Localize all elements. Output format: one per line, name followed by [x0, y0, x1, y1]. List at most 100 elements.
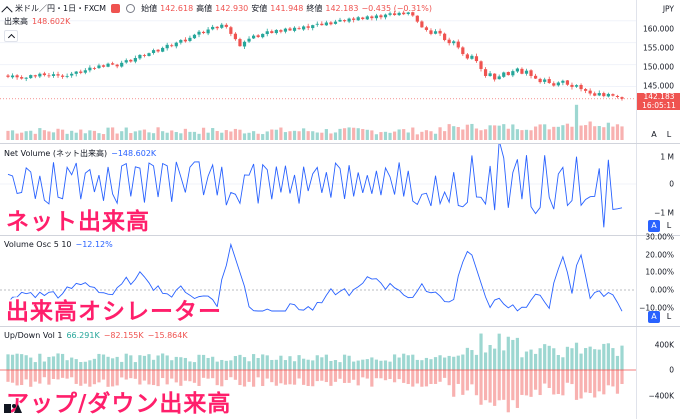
- volume-bar: [24, 131, 28, 140]
- collapse-button[interactable]: [4, 30, 18, 42]
- up-volume-bar: [365, 359, 369, 370]
- symbol-title[interactable]: 米ドル／円・1日・FXCM: [15, 4, 107, 13]
- net-volume-chart: [0, 144, 636, 228]
- price-tick: 145.000: [642, 81, 674, 91]
- down-volume-bar: [465, 370, 469, 391]
- up-volume-bar: [170, 360, 174, 370]
- candle: [74, 71, 78, 74]
- eye-icon[interactable]: [126, 4, 136, 13]
- pane-separator[interactable]: [0, 326, 680, 327]
- down-volume-bar: [524, 370, 529, 396]
- candle: [574, 85, 579, 87]
- volume-bar: [151, 133, 156, 140]
- up-volume-bar: [101, 354, 106, 370]
- volume-bar: [201, 127, 206, 140]
- candle: [192, 34, 197, 39]
- up-volume-bar: [570, 348, 574, 370]
- candle: [51, 74, 56, 76]
- volume-bar: [70, 130, 74, 140]
- candle: [565, 80, 570, 85]
- down-volume-bar: [47, 370, 51, 385]
- market-status-icon: [111, 4, 121, 13]
- log-scale-button[interactable]: L: [666, 312, 672, 321]
- candle: [297, 28, 301, 30]
- candle: [420, 21, 424, 28]
- volume-bar: [493, 125, 497, 140]
- down-volume-bar: [238, 370, 242, 386]
- price-pane[interactable]: JPY 160.000 155.000 150.000 145.000 142.…: [0, 0, 680, 143]
- pane-separator[interactable]: [0, 143, 680, 144]
- updown-volume-pane[interactable]: 400K 0 −400K Up/Down Vol 1 66.291K −82.1…: [0, 327, 680, 419]
- log-scale-button[interactable]: L: [666, 221, 672, 230]
- net-volume-title[interactable]: Net Volume (ネット出来高): [4, 149, 108, 158]
- volume-bar: [461, 129, 465, 140]
- volume-bar: [279, 127, 283, 140]
- candle: [242, 41, 247, 47]
- up-volume-bar: [106, 356, 110, 370]
- net-volume-overlay-caption: ネット出来高: [6, 209, 150, 235]
- updown-tick: 0: [669, 365, 674, 375]
- candle: [179, 40, 183, 43]
- updown-volume-axis[interactable]: 400K 0 −400K: [636, 327, 680, 419]
- volume-bar: [379, 132, 383, 140]
- volume-bar: [147, 132, 151, 140]
- log-scale-button[interactable]: L: [666, 130, 672, 139]
- updown-title[interactable]: Up/Down Vol 1: [4, 331, 63, 340]
- auto-scale-button[interactable]: A: [648, 220, 660, 232]
- up-volume-bar: [397, 357, 401, 370]
- net-volume-axis[interactable]: 1 M 0 −1 M: [636, 144, 680, 235]
- up-volume-bar: [211, 356, 215, 370]
- volume-bar: [92, 130, 97, 140]
- volume-bar: [488, 125, 492, 140]
- pane-separator[interactable]: [0, 235, 680, 236]
- price-axis[interactable]: JPY 160.000 155.000 150.000 145.000 142.…: [636, 0, 680, 143]
- volume-bar: [533, 126, 538, 140]
- down-volume-bar: [347, 370, 351, 383]
- down-volume-bar: [483, 370, 488, 401]
- candle: [392, 13, 397, 16]
- volume-bar: [579, 125, 583, 140]
- auto-scale-button[interactable]: A: [648, 311, 660, 323]
- up-volume-bar: [147, 354, 151, 370]
- up-volume-bar: [383, 360, 388, 370]
- symbol-legend: 米ドル／円・1日・FXCM 始値 142.618 高値 142.930 安値 1…: [1, 3, 432, 17]
- volume-osc-pane[interactable]: 30.00% 20.00% 10.00% 0.00% −10.00% Volum…: [0, 233, 680, 326]
- volume-bar: [424, 130, 429, 140]
- up-volume-bar: [588, 346, 592, 370]
- down-volume-bar: [383, 370, 388, 381]
- candle: [411, 12, 415, 16]
- down-volume-bar: [74, 370, 78, 384]
- volume-osc-line: [7, 242, 623, 312]
- up-volume-bar: [288, 356, 292, 370]
- volume-bar: [392, 131, 397, 140]
- candle: [188, 37, 192, 41]
- volume-bar: [620, 126, 624, 140]
- volume-bar: [333, 132, 338, 140]
- tradingview-logo[interactable]: [4, 401, 22, 415]
- down-volume-bar: [302, 370, 306, 385]
- up-volume-bar: [602, 343, 606, 370]
- volume-bar: [133, 131, 137, 140]
- updown-down-value: −82.155K: [103, 331, 144, 340]
- down-volume-bar: [511, 370, 515, 401]
- volume-bar: [206, 132, 210, 140]
- down-volume-bar: [256, 370, 260, 378]
- down-volume-bar: [197, 370, 201, 386]
- down-volume-bar: [92, 370, 97, 385]
- down-volume-bar: [311, 370, 315, 387]
- updown-up-value: 66.291K: [66, 331, 100, 340]
- candle: [15, 75, 19, 78]
- volume-osc-title[interactable]: Volume Osc 5 10: [4, 240, 72, 249]
- up-volume-bar: [15, 353, 19, 370]
- volume-title[interactable]: 出来高: [4, 17, 28, 26]
- volume-bar: [588, 121, 592, 140]
- down-volume-bar: [552, 370, 556, 395]
- candle: [238, 39, 242, 47]
- net-volume-tick: −1 M: [654, 208, 674, 218]
- auto-scale-button[interactable]: A: [651, 130, 657, 139]
- chevron-up-icon: [7, 33, 16, 42]
- volume-osc-tick: −10.00%: [639, 303, 674, 313]
- net-volume-pane[interactable]: 1 M 0 −1 M Net Volume (ネット出来高) −148.602K…: [0, 144, 680, 235]
- volume-bar: [238, 129, 242, 140]
